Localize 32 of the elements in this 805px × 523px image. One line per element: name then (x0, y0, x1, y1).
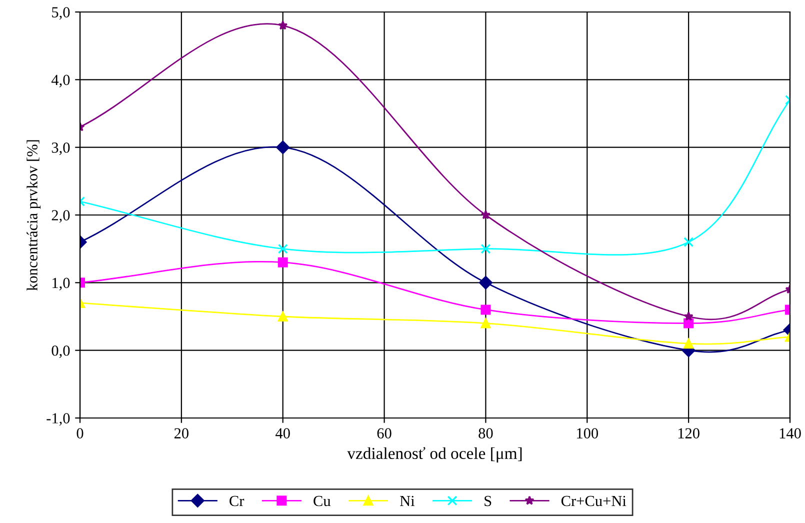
x-tick-label: 100 (577, 428, 598, 438)
y-tick-label: 5,0 (52, 7, 70, 20)
x-tick-label: 120 (678, 428, 700, 438)
legend-label: S (484, 496, 492, 506)
point (278, 312, 288, 322)
point (480, 318, 491, 328)
x-tick-label: 0 (76, 428, 84, 438)
y-tick-label: 1,0 (52, 278, 70, 290)
point (278, 20, 288, 30)
y-tick-label: 0,0 (52, 345, 70, 358)
y-tick-label: -1,0 (46, 413, 70, 426)
point (480, 210, 491, 220)
y-tick-label: 2,0 (52, 210, 70, 223)
point (478, 276, 492, 290)
legend-label: Ni (400, 496, 415, 506)
point (480, 304, 491, 315)
x-tick-label: 60 (377, 428, 392, 438)
y-axis-title: koncentrácia prvkov [%] (26, 140, 41, 291)
x-tick-label: 40 (276, 428, 290, 438)
point (278, 257, 288, 268)
point (278, 244, 288, 254)
legend-label: Cr+Cu+Ni (561, 496, 626, 506)
x-tick-label: 140 (780, 428, 801, 438)
x-tick-label: 20 (174, 428, 188, 438)
x-axis-title: vzdialenosť od ocele [μm] (347, 447, 522, 462)
point (276, 140, 290, 154)
point (480, 244, 491, 254)
y-tick-label: 3,0 (52, 142, 70, 155)
x-tick-label: 80 (478, 428, 493, 438)
legend-label: Cu (314, 496, 331, 506)
legend-label: Cr (230, 496, 244, 506)
y-tick-label: 4,0 (51, 74, 70, 88)
